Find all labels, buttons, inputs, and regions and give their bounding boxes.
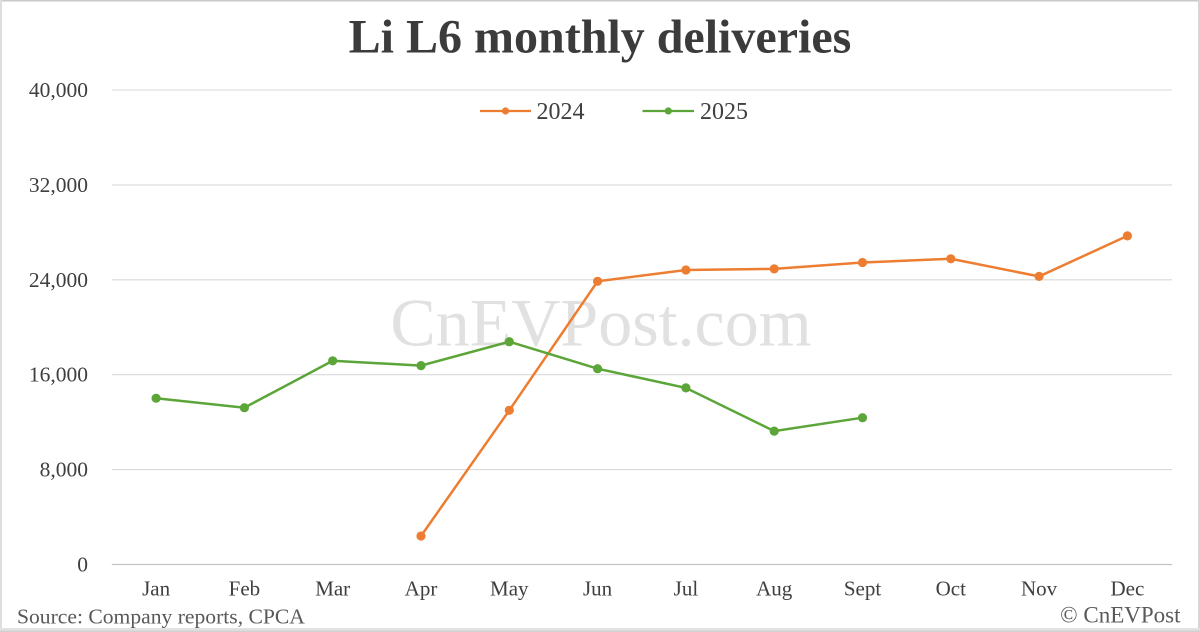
svg-text:Sept: Sept bbox=[844, 577, 882, 601]
svg-text:32,000: 32,000 bbox=[29, 173, 88, 197]
svg-text:Jul: Jul bbox=[674, 577, 699, 601]
svg-text:2025: 2025 bbox=[700, 99, 748, 125]
svg-text:8,000: 8,000 bbox=[40, 458, 88, 482]
svg-text:May: May bbox=[490, 577, 529, 601]
svg-text:Nov: Nov bbox=[1021, 577, 1058, 601]
svg-text:Apr: Apr bbox=[405, 577, 438, 601]
svg-text:16,000: 16,000 bbox=[29, 363, 88, 387]
svg-text:24,000: 24,000 bbox=[29, 268, 88, 292]
svg-text:40,000: 40,000 bbox=[29, 78, 88, 102]
svg-text:Aug: Aug bbox=[756, 577, 793, 601]
svg-text:Jan: Jan bbox=[142, 577, 170, 601]
svg-text:Jun: Jun bbox=[583, 577, 613, 601]
svg-text:Source: Company reports, CPCA: Source: Company reports, CPCA bbox=[17, 605, 305, 629]
svg-text:Dec: Dec bbox=[1110, 577, 1144, 601]
svg-text:Mar: Mar bbox=[315, 577, 350, 601]
svg-text:2024: 2024 bbox=[537, 99, 585, 125]
svg-text:Li L6 monthly deliveries: Li L6 monthly deliveries bbox=[349, 11, 852, 64]
svg-text:© CnEVPost: © CnEVPost bbox=[1060, 603, 1181, 628]
svg-text:Feb: Feb bbox=[229, 577, 261, 601]
svg-text:0: 0 bbox=[77, 553, 88, 577]
svg-text:CnEVPost.com: CnEVPost.com bbox=[390, 284, 811, 360]
svg-text:Oct: Oct bbox=[936, 577, 966, 601]
